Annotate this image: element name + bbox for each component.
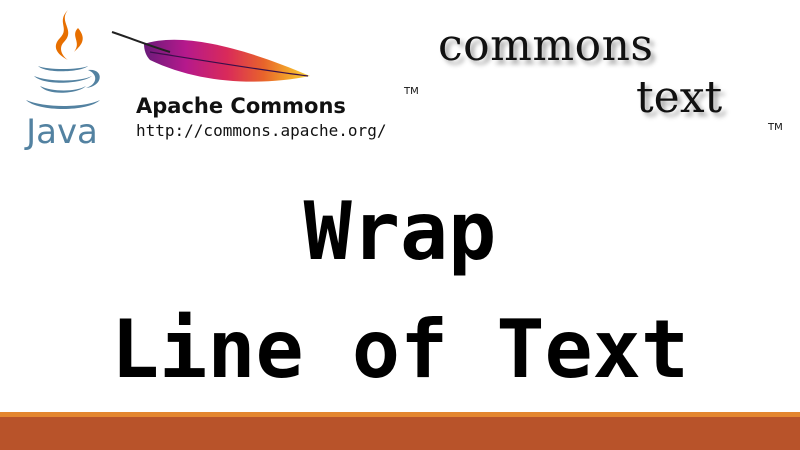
java-wordmark: Java <box>26 112 98 152</box>
java-cup-icon <box>26 10 100 109</box>
page-title-line-1: Wrap <box>303 185 497 278</box>
footer-bar <box>0 417 800 450</box>
apache-commons-title: Apache Commons <box>136 94 346 118</box>
commons-wordmark: commons <box>438 20 654 71</box>
text-wordmark: text <box>636 72 723 123</box>
apache-commons-url: http://commons.apache.org/ <box>136 121 387 140</box>
apache-trademark: TM <box>404 86 419 97</box>
footer-accent-line <box>0 412 800 417</box>
apache-feather-icon <box>111 31 310 82</box>
page-title-line-2: Line of Text <box>111 303 689 396</box>
java-logo: Java <box>18 8 106 156</box>
commons-text-trademark: TM <box>768 122 783 133</box>
